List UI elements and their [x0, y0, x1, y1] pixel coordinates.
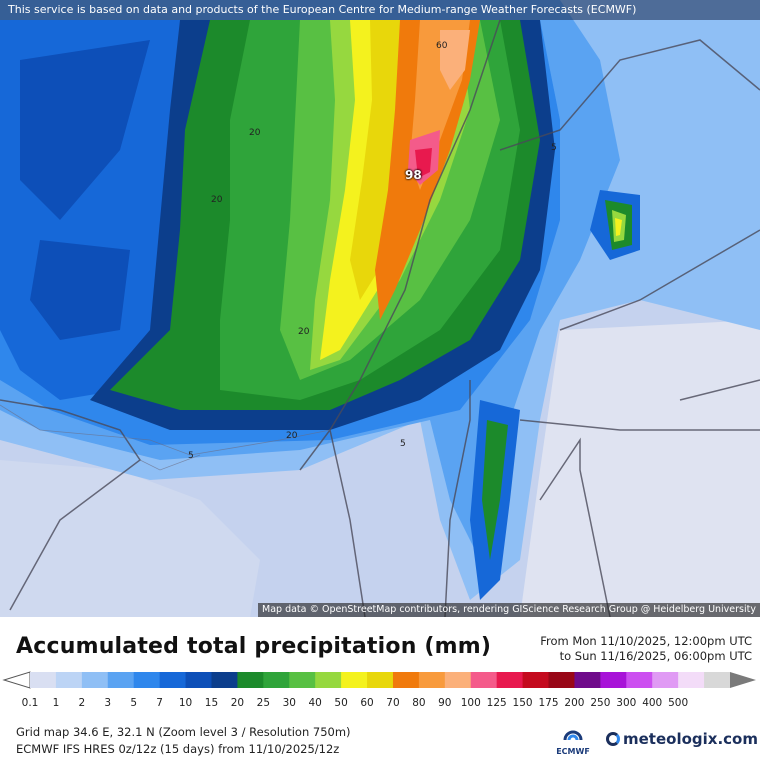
ecmwf-notice-banner: This service is based on data and produc… [0, 0, 760, 20]
contour-label-5: 5 [551, 143, 557, 153]
meteologix-icon [606, 732, 620, 746]
scale-tick-label: 30 [282, 697, 296, 709]
contour-label-20: 20 [298, 327, 310, 337]
forecast-period: From Mon 11/10/2025, 12:00pm UTC to Sun … [540, 634, 752, 664]
precipitation-map[interactable]: 98 60 20 20 20 20 5 5 5 This service is … [0, 0, 760, 617]
scale-tick-label: 15 [204, 697, 219, 709]
scale-color-swatch [574, 672, 601, 688]
color-scale-bar [2, 671, 756, 689]
ecmwf-logo-text: ECMWF [556, 747, 590, 756]
scale-tick-label: 0.1 [21, 697, 39, 709]
scale-tick-label: 175 [538, 697, 559, 709]
scale-color-swatch [626, 672, 653, 688]
ecmwf-logo-icon [563, 730, 583, 741]
scale-color-swatch [315, 672, 342, 688]
scale-color-swatch [55, 672, 83, 688]
scale-tick-label: 20 [230, 697, 245, 709]
contour-label-20: 20 [211, 195, 223, 205]
scale-tick-label: 90 [438, 697, 452, 709]
scale-tick-label: 7 [156, 697, 163, 709]
scale-color-swatch [81, 672, 109, 688]
max-value-label: 98 [405, 168, 422, 182]
contour-label-20: 20 [249, 128, 261, 138]
scale-color-swatch [107, 672, 135, 688]
scale-color-swatch [652, 672, 679, 688]
scale-color-swatch [30, 672, 57, 688]
scale-tick-label: 100 [460, 697, 481, 709]
scale-color-swatch [289, 672, 316, 688]
scale-tick-label: 500 [668, 697, 689, 709]
contour-label-5: 5 [400, 439, 406, 449]
scale-color-swatch [600, 672, 627, 688]
period-from: From Mon 11/10/2025, 12:00pm UTC [540, 634, 752, 648]
scale-color-swatch [704, 672, 731, 688]
scale-color-swatch [367, 672, 394, 688]
scale-tick-label: 80 [412, 697, 426, 709]
period-to: to Sun 11/16/2025, 06:00pm UTC [559, 649, 752, 663]
scale-tick-label: 150 [512, 697, 533, 709]
scale-color-swatch [470, 672, 498, 688]
scale-tick-label: 125 [486, 697, 507, 709]
map-attribution[interactable]: Map data © OpenStreetMap contributors, r… [258, 603, 760, 617]
scale-tick-label: 1 [52, 697, 60, 709]
scale-tick-label: 2 [78, 697, 86, 709]
scale-color-swatch [211, 672, 238, 688]
ecmwf-logo[interactable]: ECMWF [556, 727, 590, 757]
scale-tick-label: 10 [178, 697, 193, 709]
scale-left-arrow [2, 671, 31, 689]
scale-tick-label: 3 [104, 697, 112, 709]
scale-tick-label: 200 [564, 697, 585, 709]
scale-color-swatch [496, 672, 524, 688]
scale-tick-label: 25 [256, 697, 271, 709]
scale-color-swatch [522, 672, 550, 688]
model-info: Grid map 34.6 E, 32.1 N (Zoom level 3 / … [16, 724, 351, 758]
scale-color-swatch [341, 672, 368, 688]
scale-tick-label: 400 [642, 697, 663, 709]
scale-tick-label: 50 [334, 697, 348, 709]
meteologix-logo[interactable]: meteologix.com [606, 730, 758, 748]
grid-info: Grid map 34.6 E, 32.1 N (Zoom level 3 / … [16, 725, 351, 739]
contour-label-5: 5 [188, 451, 194, 461]
scale-color-swatch [159, 672, 187, 688]
scale-color-swatch [133, 672, 161, 688]
meteologix-text: meteologix.com [623, 730, 758, 748]
scale-tick-label: 300 [616, 697, 637, 709]
scale-tick-label: 5 [130, 697, 138, 709]
scale-color-swatch [237, 672, 264, 688]
contour-label-20: 20 [286, 431, 298, 441]
scale-color-swatch [185, 672, 212, 688]
scale-tick-label: 250 [590, 697, 611, 709]
color-scale-ticks: 0.1 1 2 3 5 7 10 15 20 25 30 40 50 60 70 80 90 100 125 150 1… [0, 697, 760, 711]
precipitation-field [0, 0, 760, 617]
scale-color-swatch [263, 672, 290, 688]
scale-color-swatch [418, 672, 446, 688]
scale-color-swatch [392, 672, 420, 688]
scale-right-arrow [730, 672, 756, 688]
scale-tick-label: 40 [308, 697, 322, 709]
scale-color-swatch [678, 672, 705, 688]
scale-color-swatch [444, 672, 472, 688]
scale-tick-label: 60 [360, 697, 374, 709]
contour-label-60: 60 [436, 41, 448, 51]
scale-tick-label: 70 [386, 697, 400, 709]
model-run-info: ECMWF IFS HRES 0z/12z (15 days) from 11/… [16, 742, 340, 756]
scale-color-swatch [548, 672, 575, 688]
legend-panel [0, 617, 760, 760]
map-title: Accumulated total precipitation (mm) [16, 634, 492, 659]
